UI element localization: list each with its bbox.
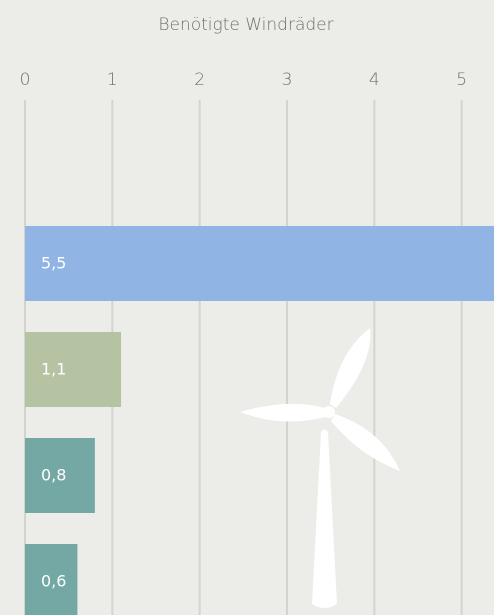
x-tick-label: 5 bbox=[456, 70, 467, 90]
wind-turbine bbox=[240, 328, 400, 608]
turbine-blade bbox=[330, 328, 371, 408]
turbine-blade bbox=[240, 403, 326, 422]
x-tick-label: 2 bbox=[194, 70, 205, 90]
bar bbox=[25, 332, 122, 407]
value-label: 5,5 bbox=[41, 254, 66, 273]
bar bbox=[25, 438, 95, 513]
value-label: 0,6 bbox=[41, 572, 66, 591]
x-tick-label: 3 bbox=[282, 70, 293, 90]
turbine-blade bbox=[331, 414, 400, 471]
bar bbox=[25, 544, 78, 615]
value-label: 1,1 bbox=[41, 360, 66, 379]
x-tick-label: 1 bbox=[107, 70, 118, 90]
bar bbox=[25, 226, 494, 301]
turbine-hub bbox=[323, 406, 335, 418]
chart-title: Benötigte Windräder bbox=[158, 15, 333, 35]
bars: 5,5 1,1 0,8 0,6 bbox=[25, 226, 494, 615]
value-label: 0,8 bbox=[41, 466, 66, 485]
x-tick-label: 4 bbox=[369, 70, 380, 90]
turbine-tower bbox=[312, 429, 337, 608]
x-tick-label: 0 bbox=[20, 70, 31, 90]
